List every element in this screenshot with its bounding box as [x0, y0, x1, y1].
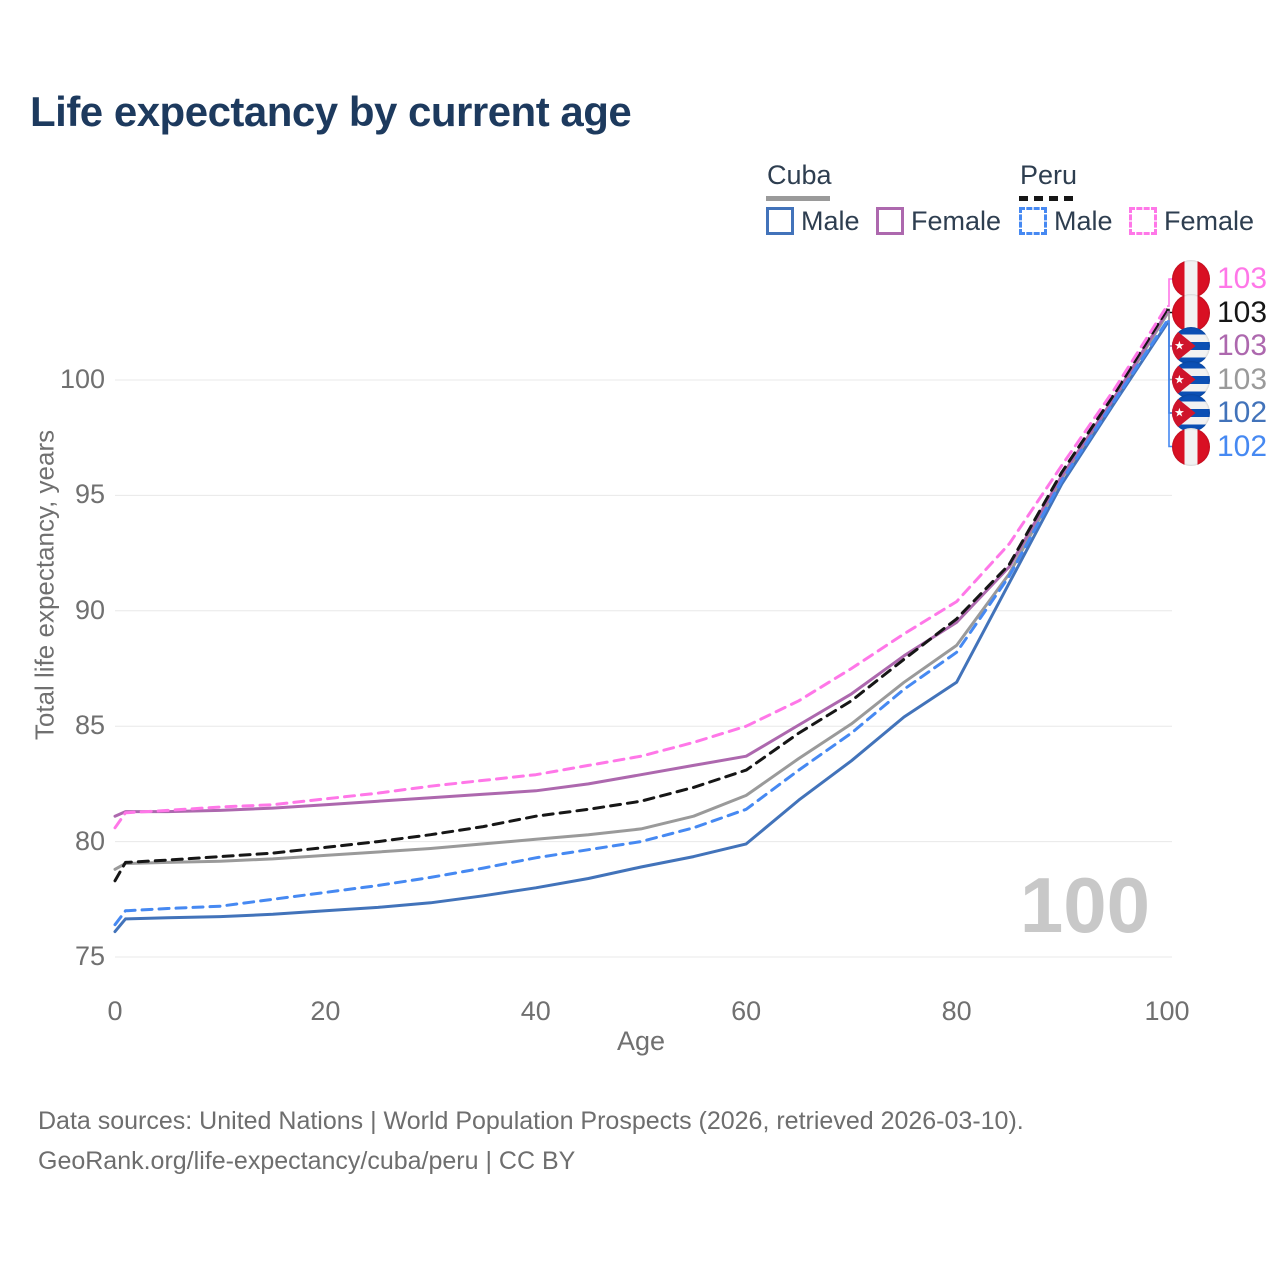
series-line-peru_male [113, 319, 1169, 927]
footer-sources: Data sources: United Nations | World Pop… [38, 1107, 1024, 1135]
y-axis-title: Total life expectancy, years [29, 429, 60, 741]
leader-line-peru_male [1167, 320, 1173, 448]
legend-peru-line-swatch [1019, 196, 1079, 201]
series-line-peru_female [113, 304, 1169, 830]
page-title: Life expectancy by current age [30, 88, 632, 135]
series-line-cuba_all [113, 312, 1169, 871]
legend-group-cuba[interactable]: Cuba [767, 160, 832, 190]
leader-line-peru_female [1167, 278, 1173, 307]
legend-swatch-peru-female[interactable] [1129, 207, 1157, 235]
x-axis-title: Age [616, 1026, 666, 1056]
legend-cuba-line-swatch [766, 196, 830, 201]
legend-swatch-cuba-male[interactable] [766, 207, 794, 235]
legend-swatch-cuba-female[interactable] [876, 207, 904, 235]
leader-line-peru_all [1167, 308, 1173, 314]
series-line-cuba_female [113, 310, 1169, 818]
legend-swatch-peru-male[interactable] [1019, 207, 1047, 235]
legend-label-peru-female[interactable]: Female [1164, 206, 1255, 236]
series-line-cuba_male [113, 322, 1169, 934]
series-line-peru_all [113, 308, 1169, 883]
legend-label-peru-male[interactable]: Male [1054, 206, 1113, 236]
legend-label-cuba-female[interactable]: Female [911, 206, 1002, 236]
age-counter-watermark: 100 [1019, 861, 1150, 949]
legend-label-cuba-male[interactable]: Male [801, 206, 860, 236]
footer-link: GeoRank.org/life-expectancy/cuba/peru | … [38, 1147, 576, 1175]
legend-group-peru[interactable]: Peru [1020, 160, 1078, 190]
